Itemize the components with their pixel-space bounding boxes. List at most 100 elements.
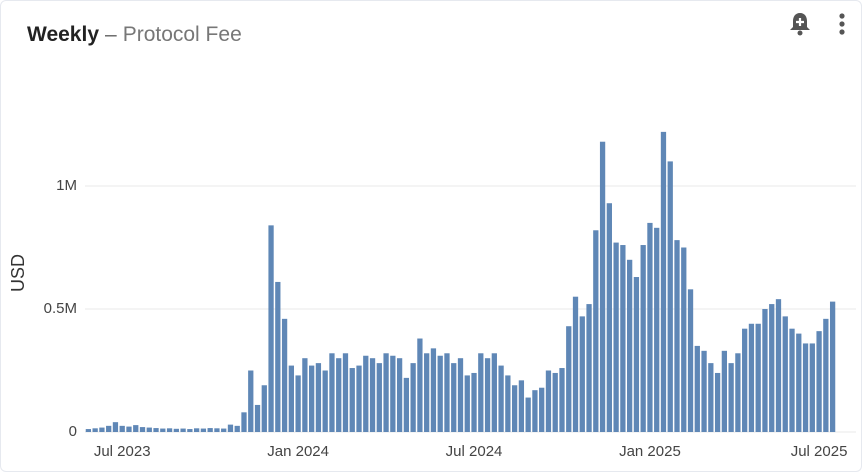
bar <box>268 225 274 432</box>
bar <box>816 331 822 432</box>
bar <box>464 375 470 432</box>
bar <box>356 365 362 432</box>
bar <box>424 353 430 432</box>
bar <box>559 368 565 432</box>
bar <box>687 289 694 432</box>
bar <box>498 365 504 432</box>
bar <box>444 353 450 432</box>
bar <box>329 353 335 432</box>
x-tick-label: Jul 2023 <box>94 443 151 460</box>
bar <box>403 377 410 432</box>
y-axis-label: USD <box>8 254 28 292</box>
y-tick-label: 0.5M <box>44 300 77 317</box>
bar <box>769 304 775 432</box>
bar <box>633 277 640 432</box>
bar <box>322 370 328 432</box>
y-tick-label: 0 <box>69 423 77 440</box>
bar <box>775 299 782 432</box>
bar <box>674 240 680 432</box>
bar <box>261 385 267 432</box>
bar <box>139 427 146 432</box>
bar <box>234 425 240 432</box>
bar <box>809 343 815 432</box>
y-tick-label: 1M <box>56 177 77 194</box>
bar <box>119 425 125 432</box>
bar <box>593 230 599 432</box>
bar <box>376 363 382 432</box>
x-tick-label: Jul 2025 <box>791 443 848 460</box>
bar <box>647 222 653 432</box>
bar <box>627 259 633 432</box>
bar <box>396 358 403 432</box>
bar <box>153 428 159 432</box>
bar <box>667 161 673 432</box>
bar <box>782 316 788 432</box>
bar <box>694 345 700 432</box>
bar <box>532 390 538 432</box>
bar <box>207 428 213 432</box>
bar <box>566 326 572 432</box>
bar <box>92 428 98 432</box>
bar <box>281 318 288 432</box>
bar <box>363 355 369 432</box>
bar <box>742 328 748 432</box>
bar <box>701 350 707 432</box>
bar <box>342 353 349 432</box>
alert-button[interactable] <box>787 9 813 39</box>
bar <box>620 245 626 432</box>
bar <box>579 316 585 432</box>
bar <box>99 427 105 432</box>
bar <box>796 333 802 432</box>
bar <box>146 427 152 432</box>
bar <box>511 385 518 432</box>
bar <box>572 296 579 432</box>
bar <box>254 404 261 432</box>
bar <box>383 353 389 432</box>
bar <box>681 247 687 432</box>
bar <box>478 353 484 432</box>
bar <box>654 227 660 432</box>
bar <box>430 348 437 432</box>
bar <box>214 428 220 432</box>
bar <box>180 428 186 432</box>
bar <box>518 380 525 432</box>
bar <box>221 428 227 432</box>
bar <box>227 424 234 432</box>
bar <box>599 141 606 432</box>
x-tick-label: Jan 2024 <box>267 443 329 460</box>
bar <box>173 428 179 432</box>
bar <box>748 323 755 432</box>
bar <box>802 343 809 432</box>
bar <box>166 428 173 432</box>
bar <box>248 370 254 432</box>
bar <box>613 242 619 432</box>
bar <box>390 355 396 432</box>
bar <box>106 425 112 432</box>
bar <box>451 363 457 432</box>
bar <box>187 429 193 432</box>
bar <box>315 363 322 432</box>
bar <box>755 323 761 432</box>
bar <box>829 301 836 432</box>
bar <box>471 372 477 432</box>
bar <box>728 363 734 432</box>
bar <box>552 372 558 432</box>
bar <box>640 245 646 432</box>
bar <box>369 358 376 432</box>
bar <box>545 370 552 432</box>
bar <box>309 365 315 432</box>
bar <box>762 309 768 432</box>
bar <box>417 338 423 432</box>
bar <box>735 353 741 432</box>
title: Weekly <box>27 23 99 46</box>
x-tick-label: Jan 2025 <box>619 443 681 460</box>
bar <box>295 375 301 432</box>
bar <box>336 358 342 432</box>
toolbar <box>787 9 847 39</box>
bar <box>302 358 308 432</box>
menu-button[interactable] <box>837 9 847 39</box>
bar <box>789 328 795 432</box>
bar <box>660 131 667 432</box>
bar <box>721 350 728 432</box>
